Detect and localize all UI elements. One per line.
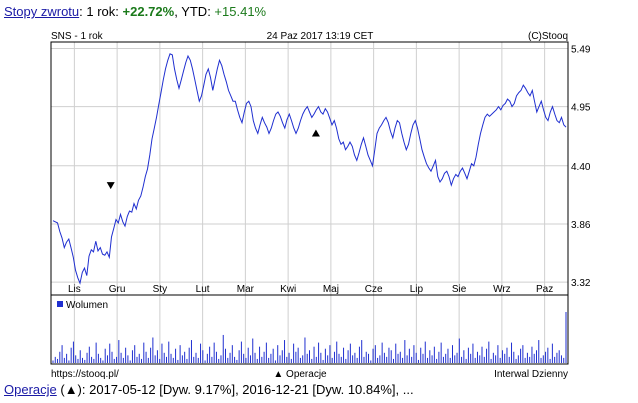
x-tick-label: Mar	[237, 284, 255, 295]
ytd-text: , YTD:	[174, 4, 215, 19]
period-return: +22.72%	[122, 4, 175, 19]
period-text: : 1 rok:	[79, 4, 123, 19]
chart-frame	[50, 41, 569, 365]
y-tick-label: 4.40	[571, 162, 591, 173]
returns-line: Stopy zwrotu: 1 rok: +22.72%, YTD: +15.4…	[4, 4, 266, 19]
buy-marker	[311, 129, 320, 137]
chart-timestamp: 24 Paz 2017 13:19 CET	[267, 31, 374, 42]
price-line	[52, 53, 567, 285]
ytd-return: +15.41%	[214, 4, 267, 19]
volume-legend-label: Wolumen	[66, 300, 108, 311]
x-tick-label: Gru	[109, 284, 126, 295]
operations-line: Operacje (▲): 2017-05-12 [Dyw. 9.17%], 2…	[4, 382, 414, 397]
price-series	[52, 53, 567, 285]
x-tick-label: Maj	[323, 284, 339, 295]
symbol-label: SNS - 1 rok	[51, 31, 104, 42]
x-tick-label: Paz	[536, 284, 553, 295]
sell-marker	[106, 182, 115, 190]
x-tick-label: Cze	[365, 284, 383, 295]
axis-labels: 3.32 3.86 4.40 4.95 5.49 Lis Gru Sty Lut Mar Kwi Ma…	[68, 44, 591, 295]
operations-link[interactable]: Operacje	[4, 382, 57, 397]
volume-legend-swatch	[57, 301, 63, 307]
grid	[51, 42, 568, 364]
x-tick-label: Lut	[196, 284, 210, 295]
source-url[interactable]: https://stooq.pl/	[51, 369, 119, 380]
operations-legend: ▲ Operacje	[273, 369, 327, 380]
copyright-label: (C)Stooq	[528, 31, 568, 42]
y-tick-label: 3.32	[571, 278, 591, 289]
interval-label: Interwal Dzienny	[494, 369, 568, 380]
x-tick-label: Kwi	[280, 284, 296, 295]
x-tick-label: Sty	[153, 284, 167, 295]
x-tick-label: Sie	[452, 284, 467, 295]
volume-series	[52, 312, 567, 363]
y-tick-label: 3.86	[571, 220, 591, 231]
x-tick-label: Wrz	[493, 284, 511, 295]
chart-area	[51, 42, 568, 364]
y-tick-label: 5.49	[571, 44, 591, 55]
operations-text: (▲): 2017-05-12 [Dyw. 9.17%], 2016-12-21…	[56, 382, 414, 397]
y-tick-label: 4.95	[571, 103, 591, 114]
returns-link[interactable]: Stopy zwrotu	[4, 4, 80, 19]
x-tick-label: Lis	[68, 284, 81, 295]
x-tick-label: Lip	[410, 284, 424, 295]
